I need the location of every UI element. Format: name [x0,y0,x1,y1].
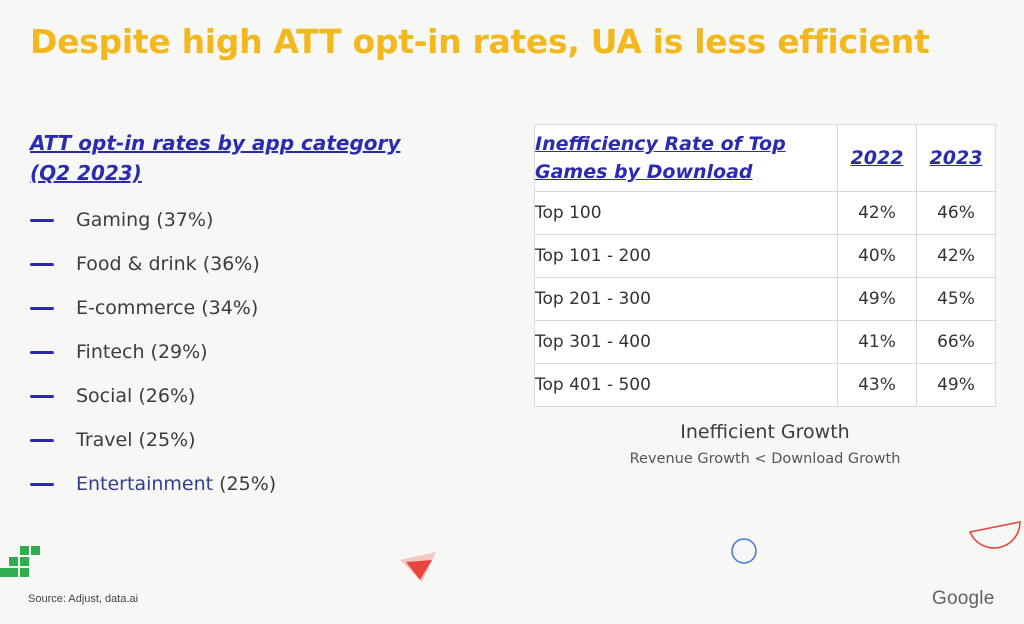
list-item: Fintech (29%) [30,330,276,374]
list-item: Travel (25%) [30,418,276,462]
dash-bullet-icon [30,438,54,442]
list-item: Food & drink (36%) [30,242,276,286]
table-header-row: Inefficiency Rate of Top Games by Downlo… [534,124,996,192]
category-label: Fintech (29%) [76,341,208,363]
dash-bullet-icon [30,394,54,398]
table-cell-category: Top 201 - 300 [534,277,838,321]
list-item: Social (26%) [30,374,276,418]
caption-subtitle: Revenue Growth < Download Growth [629,451,901,467]
dash-bullet-icon [30,306,54,310]
category-label-pct: (25%) [213,473,277,495]
category-label: Entertainment (25%) [76,473,276,495]
table-cell-category: Top 301 - 400 [534,320,838,364]
table-cell-2022: 43% [837,363,917,407]
table-cell-2023: 49% [916,363,996,407]
dash-bullet-icon [30,350,54,354]
table-cell-2022: 40% [837,234,917,278]
red-half-circle-icon [968,521,1021,549]
green-pixel-cluster-icon [0,540,50,580]
list-item: E-commerce (34%) [30,286,276,330]
table-header-year: 2022 [837,124,917,192]
table-cell-2022: 41% [837,320,917,364]
category-label: Gaming (37%) [76,209,214,231]
table-cell-category: Top 401 - 500 [534,363,838,407]
table-cell-2023: 66% [916,320,996,364]
dash-bullet-icon [30,482,54,486]
category-label: Travel (25%) [76,429,196,451]
list-item: Gaming (37%) [30,198,276,242]
blue-circle-icon [731,538,757,564]
category-label: E-commerce (34%) [76,297,259,319]
dash-bullet-icon [30,218,54,222]
table-cell-2023: 42% [916,234,996,278]
list-item: Entertainment (25%) [30,462,276,506]
table-cell-category: Top 101 - 200 [534,234,838,278]
table-row: Top 201 - 300 49% 45% [534,277,996,321]
slide-title: Despite high ATT opt-in rates, UA is les… [30,22,930,61]
category-label: Social (26%) [76,385,196,407]
inefficiency-table: Inefficiency Rate of Top Games by Downlo… [534,124,996,407]
red-triangle-icon [400,552,436,582]
left-section-heading: ATT opt-in rates by app category (Q2 202… [30,131,401,185]
table-cell-2023: 45% [916,277,996,321]
table-row: Top 100 42% 46% [534,191,996,235]
google-logo: Google [932,588,995,609]
dash-bullet-icon [30,262,54,266]
table-row: Top 301 - 400 41% 66% [534,320,996,364]
table-cell-2023: 46% [916,191,996,235]
category-list: Gaming (37%) Food & drink (36%) E-commer… [30,198,276,506]
table-row: Top 401 - 500 43% 49% [534,363,996,407]
table-header-category: Inefficiency Rate of Top Games by Downlo… [534,124,838,192]
table-row: Top 101 - 200 40% 42% [534,234,996,278]
table-cell-2022: 49% [837,277,917,321]
source-note: Source: Adjust, data.ai [28,593,139,605]
table-header-year: 2023 [916,124,996,192]
table-cell-category: Top 100 [534,191,838,235]
caption-title: Inefficient Growth [680,421,850,443]
category-label: Food & drink (36%) [76,253,260,275]
category-label-main: Entertainment [76,473,214,495]
table-cell-2022: 42% [837,191,917,235]
